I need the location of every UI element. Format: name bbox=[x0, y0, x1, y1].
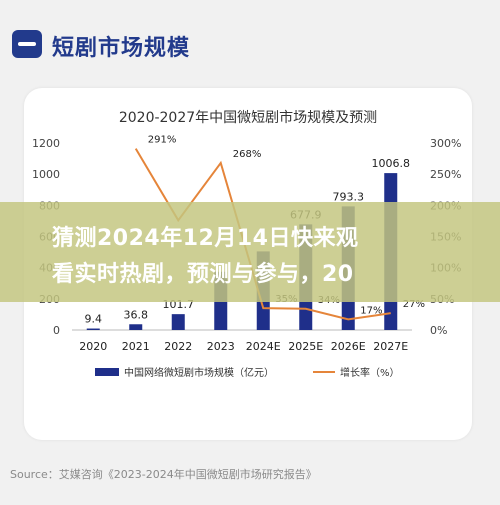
line-data-label: 291% bbox=[148, 135, 177, 146]
section-icon bbox=[12, 30, 42, 58]
legend-line-label: 增长率（%） bbox=[340, 366, 400, 379]
bar-data-label: 1006.8 bbox=[372, 157, 411, 170]
source-note: Source：艾媒咨询《2023-2024年中国微短剧市场研究报告》 bbox=[10, 468, 317, 481]
section-header: 短剧市场规模 bbox=[0, 0, 500, 80]
y-left-tick-label: 0 bbox=[53, 324, 60, 337]
chart-title: 2020-2027年中国微短剧市场规模及预测 bbox=[119, 109, 377, 126]
y-left-tick-label: 1200 bbox=[32, 137, 60, 150]
headline-banner[interactable]: 猜测2024年12月14日快来观 看实时热剧，预测与参与，20 bbox=[0, 202, 500, 302]
bar bbox=[171, 314, 185, 330]
bar bbox=[86, 328, 100, 330]
x-tick-label: 2020 bbox=[79, 340, 107, 353]
section-title: 短剧市场规模 bbox=[52, 36, 191, 61]
bar-data-label: 36.8 bbox=[124, 308, 149, 321]
bar-data-label: 9.4 bbox=[85, 313, 103, 326]
y-left-tick-label: 1000 bbox=[32, 168, 60, 181]
x-tick-label: 2026E bbox=[331, 340, 366, 353]
x-tick-label: 2022 bbox=[164, 340, 192, 353]
headline-line-2: 看实时热剧，预测与参与，20 bbox=[52, 262, 354, 287]
y-right-tick-label: 300% bbox=[430, 137, 461, 150]
bar bbox=[129, 324, 143, 330]
x-tick-label: 2023 bbox=[207, 340, 235, 353]
line-data-label: 27% bbox=[403, 299, 425, 310]
headline-line-1: 猜测2024年12月14日快来观 bbox=[52, 226, 359, 251]
line-data-label: 268% bbox=[233, 149, 262, 160]
x-tick-label: 2024E bbox=[246, 340, 281, 353]
y-right-tick-label: 0% bbox=[430, 324, 447, 337]
x-tick-label: 2027E bbox=[373, 340, 408, 353]
x-tick-label: 2021 bbox=[122, 340, 150, 353]
legend-bar-swatch bbox=[95, 368, 119, 376]
x-tick-label: 2025E bbox=[288, 340, 323, 353]
legend-bar-label: 中国网络微短剧市场规模（亿元） bbox=[124, 366, 274, 379]
y-right-tick-label: 250% bbox=[430, 168, 461, 181]
line-data-label: 17% bbox=[360, 305, 382, 316]
bar-data-label: 793.3 bbox=[333, 190, 365, 203]
